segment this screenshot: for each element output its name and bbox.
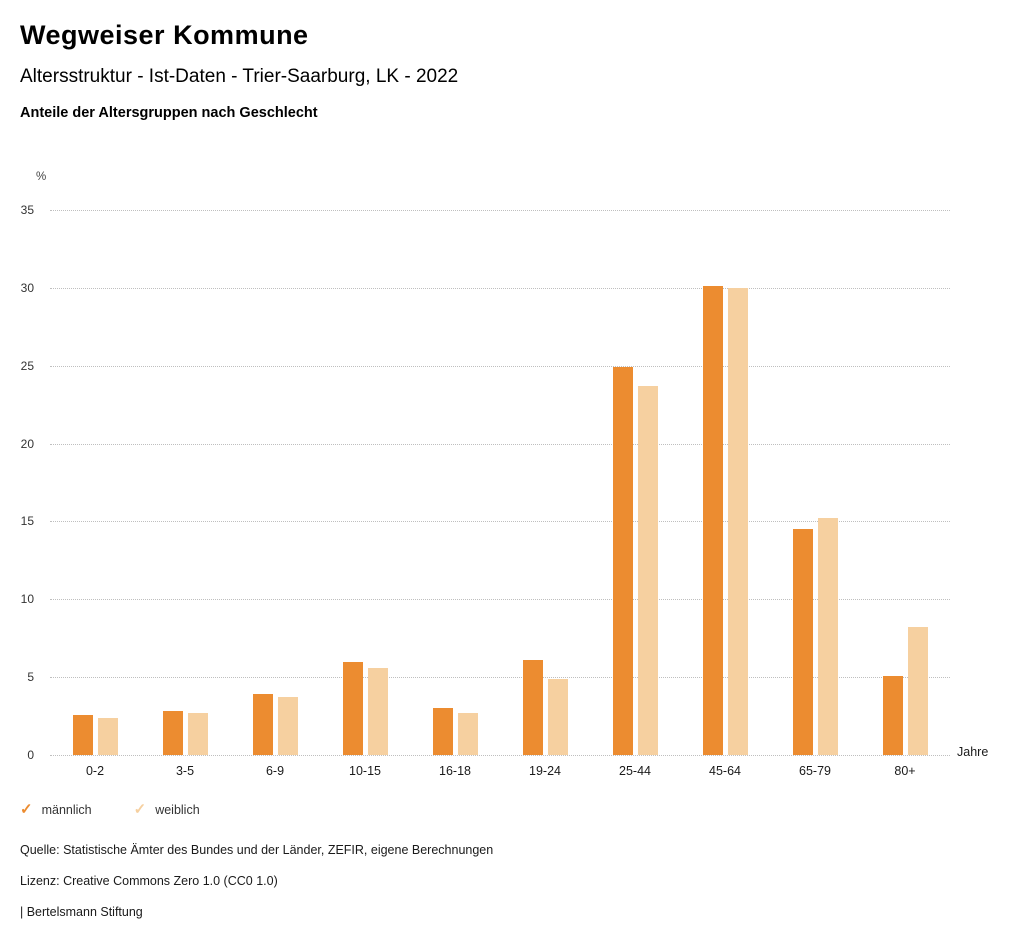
- x-tick-label-45-64: 45-64: [709, 764, 741, 778]
- attribution-note: | Bertelsmann Stiftung: [20, 905, 143, 919]
- bar-group-65-79: [770, 210, 860, 755]
- x-tick-label-0-2: 0-2: [85, 764, 105, 778]
- y-tick-label: 15: [20, 514, 34, 529]
- plot-area: [50, 210, 950, 756]
- bar-group-3-5: [140, 210, 230, 755]
- x-axis-tick-labels: 0-2 3-5 6-9 10-15 16-18 19-24 25-44 45-64 65-79 8…: [50, 764, 950, 782]
- legend-item-maennlich[interactable]: ✓ männlich: [20, 802, 92, 817]
- bar-maennlich-80+: [882, 675, 903, 755]
- gridline: [50, 287, 950, 289]
- y-axis-unit-label: %: [36, 171, 47, 183]
- bar-group-10-15: [320, 210, 410, 755]
- bar-group-16-18: [410, 210, 500, 755]
- bar-weiblich-3-5: [187, 712, 208, 755]
- check-icon: ✓: [133, 801, 147, 818]
- bar-maennlich-0-2: [72, 714, 93, 755]
- bar-weiblich-65-79: [817, 518, 838, 755]
- source-note: Quelle: Statistische Ämter des Bundes un…: [20, 843, 494, 857]
- check-icon: ✓: [20, 801, 33, 818]
- legend-label: männlich: [41, 802, 92, 817]
- bar-weiblich-0-2: [97, 717, 118, 755]
- y-tick-label: 10: [20, 592, 34, 607]
- bar-group-0-2: [50, 210, 140, 755]
- chart-subtitle: Altersstruktur - Ist-Daten - Trier-Saarb…: [20, 66, 459, 87]
- x-tick-label-10-15: 10-15: [349, 764, 381, 778]
- gridline: [50, 599, 950, 601]
- x-axis-unit-label: Jahre: [957, 745, 989, 759]
- y-tick-label: 0: [27, 748, 34, 762]
- page-title: Wegweiser Kommune: [20, 20, 309, 50]
- bar-weiblich-45-64: [727, 287, 748, 755]
- x-tick-label-3-5: 3-5: [175, 764, 195, 778]
- legend-label: weiblich: [155, 802, 200, 817]
- chart-heading: Anteile der Altersgruppen nach Geschlech…: [20, 105, 318, 121]
- bar-weiblich-80+: [907, 627, 928, 755]
- bar-weiblich-16-18: [457, 712, 478, 755]
- y-axis-tick-labels: 35 30 25 20 15 10 5 0: [6, 203, 34, 762]
- bar-maennlich-10-15: [342, 661, 363, 755]
- y-tick-label: 20: [20, 436, 34, 451]
- gridline: [50, 755, 950, 756]
- bar-weiblich-10-15: [367, 667, 388, 755]
- gridline: [50, 677, 950, 679]
- bar-group-80+: [860, 210, 950, 755]
- license-note: Lizenz: Creative Commons Zero 1.0 (CC0 1…: [20, 874, 278, 888]
- x-tick-label-6-9: 6-9: [265, 764, 285, 778]
- bar-maennlich-45-64: [702, 286, 723, 755]
- bar-group-6-9: [230, 210, 320, 755]
- y-tick-label: 30: [20, 280, 34, 295]
- x-tick-label-16-18: 16-18: [439, 764, 471, 778]
- bar-group-45-64: [680, 210, 770, 755]
- y-tick-label: 5: [27, 670, 34, 685]
- x-tick-label-65-79: 65-79: [799, 764, 831, 778]
- bar-maennlich-19-24: [522, 660, 543, 755]
- bar-maennlich-6-9: [252, 694, 273, 755]
- bar-group-25-44: [590, 210, 680, 755]
- gridline: [50, 210, 950, 211]
- bar-weiblich-19-24: [547, 678, 568, 755]
- y-tick-label: 35: [20, 203, 34, 217]
- bar-maennlich-3-5: [162, 711, 183, 755]
- gridline: [50, 365, 950, 367]
- footer: Quelle: Statistische Ämter des Bundes un…: [20, 843, 493, 936]
- x-tick-label-80+: 80+: [894, 764, 916, 778]
- gridline: [50, 443, 950, 445]
- bar-weiblich-25-44: [637, 385, 658, 755]
- bar-weiblich-6-9: [277, 697, 298, 755]
- bar-maennlich-65-79: [792, 529, 813, 755]
- bar-maennlich-16-18: [432, 708, 453, 755]
- legend: ✓ männlich ✓ weiblich: [20, 802, 200, 817]
- bar-group-19-24: [500, 210, 590, 755]
- bar-maennlich-25-44: [612, 367, 633, 755]
- y-tick-label: 25: [20, 358, 34, 373]
- gridline: [50, 521, 950, 523]
- x-tick-label-19-24: 19-24: [529, 764, 561, 778]
- legend-item-weiblich[interactable]: ✓ weiblich: [134, 802, 200, 817]
- x-tick-label-25-44: 25-44: [619, 764, 651, 778]
